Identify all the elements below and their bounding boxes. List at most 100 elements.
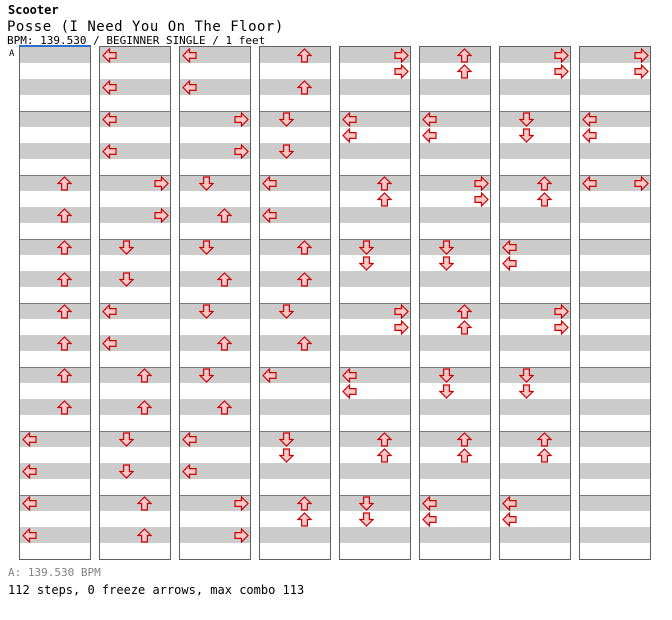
arrow-left-icon	[501, 511, 517, 527]
measure-line	[500, 431, 570, 432]
song-title: Posse (I Need You On The Floor)	[7, 19, 284, 35]
arrow-left-icon	[421, 127, 437, 143]
measure-line	[420, 495, 490, 496]
arrow-right-icon	[634, 175, 649, 191]
arrow-left-icon	[341, 127, 357, 143]
measure-line	[100, 431, 170, 432]
measure-panel	[179, 46, 251, 560]
arrow-right-icon	[554, 47, 569, 63]
arrow-left-icon	[341, 383, 357, 399]
measure-line	[340, 367, 410, 368]
arrow-up-icon	[536, 191, 552, 207]
measure-line	[180, 431, 250, 432]
arrow-right-icon	[554, 319, 569, 335]
arrow-right-icon	[394, 319, 409, 335]
arrow-up-icon	[136, 495, 152, 511]
measure-panel	[259, 46, 331, 560]
arrow-down-icon	[439, 255, 454, 271]
measure-panel	[419, 46, 491, 560]
measure-line	[180, 495, 250, 496]
arrow-up-icon	[56, 335, 72, 351]
arrow-up-icon	[296, 271, 312, 287]
arrow-left-icon	[421, 111, 437, 127]
arrow-up-icon	[456, 447, 472, 463]
arrow-right-icon	[474, 191, 489, 207]
measure-line	[260, 495, 330, 496]
measure-line	[420, 431, 490, 432]
arrow-up-icon	[376, 431, 392, 447]
arrow-left-icon	[181, 463, 197, 479]
arrow-up-icon	[56, 239, 72, 255]
measure-line	[420, 239, 490, 240]
arrow-right-icon	[634, 63, 649, 79]
measure-line	[20, 495, 90, 496]
arrow-left-icon	[101, 111, 117, 127]
arrow-left-icon	[181, 79, 197, 95]
arrow-up-icon	[56, 303, 72, 319]
arrow-down-icon	[439, 383, 454, 399]
measure-line	[500, 111, 570, 112]
measure-line	[260, 175, 330, 176]
arrow-right-icon	[394, 303, 409, 319]
measure-line	[260, 367, 330, 368]
arrow-up-icon	[536, 175, 552, 191]
arrow-down-icon	[359, 495, 374, 511]
arrow-up-icon	[296, 511, 312, 527]
measure-line	[340, 495, 410, 496]
arrow-left-icon	[181, 47, 197, 63]
arrow-down-icon	[119, 239, 134, 255]
measure-line	[580, 175, 650, 176]
arrow-up-icon	[56, 367, 72, 383]
arrow-left-icon	[21, 431, 37, 447]
arrow-down-icon	[279, 431, 294, 447]
arrow-down-icon	[199, 239, 214, 255]
measure-line	[20, 431, 90, 432]
measure-line	[100, 303, 170, 304]
arrow-down-icon	[439, 239, 454, 255]
measure-panel	[99, 46, 171, 560]
arrow-right-icon	[474, 175, 489, 191]
measure-line	[20, 367, 90, 368]
measure-line	[580, 303, 650, 304]
arrow-left-icon	[101, 47, 117, 63]
measure-line	[420, 111, 490, 112]
arrow-right-icon	[234, 527, 249, 543]
arrow-left-icon	[181, 431, 197, 447]
arrow-up-icon	[376, 191, 392, 207]
arrow-left-icon	[341, 111, 357, 127]
measure-line	[340, 431, 410, 432]
arrow-right-icon	[154, 207, 169, 223]
arrow-left-icon	[21, 495, 37, 511]
measure-line	[180, 175, 250, 176]
measure-line	[260, 111, 330, 112]
arrow-right-icon	[554, 303, 569, 319]
arrow-right-icon	[234, 111, 249, 127]
arrow-down-icon	[119, 463, 134, 479]
arrow-down-icon	[279, 143, 294, 159]
measure-line	[500, 239, 570, 240]
arrow-up-icon	[456, 431, 472, 447]
arrow-up-icon	[296, 47, 312, 63]
arrow-up-icon	[136, 367, 152, 383]
measure-panel	[19, 45, 91, 560]
measure-line	[420, 367, 490, 368]
arrow-up-icon	[456, 63, 472, 79]
arrow-down-icon	[199, 303, 214, 319]
arrow-up-icon	[536, 431, 552, 447]
arrow-down-icon	[359, 255, 374, 271]
arrow-left-icon	[581, 127, 597, 143]
arrow-down-icon	[359, 239, 374, 255]
arrow-up-icon	[136, 399, 152, 415]
arrow-up-icon	[456, 303, 472, 319]
arrow-up-icon	[456, 47, 472, 63]
arrow-up-icon	[216, 271, 232, 287]
measure-line	[100, 495, 170, 496]
arrow-right-icon	[154, 175, 169, 191]
arrow-left-icon	[101, 79, 117, 95]
section-a-label: A	[9, 49, 15, 59]
arrow-right-icon	[234, 143, 249, 159]
arrow-left-icon	[501, 239, 517, 255]
measure-panel	[579, 46, 651, 560]
measure-line	[500, 303, 570, 304]
measure-line	[260, 239, 330, 240]
